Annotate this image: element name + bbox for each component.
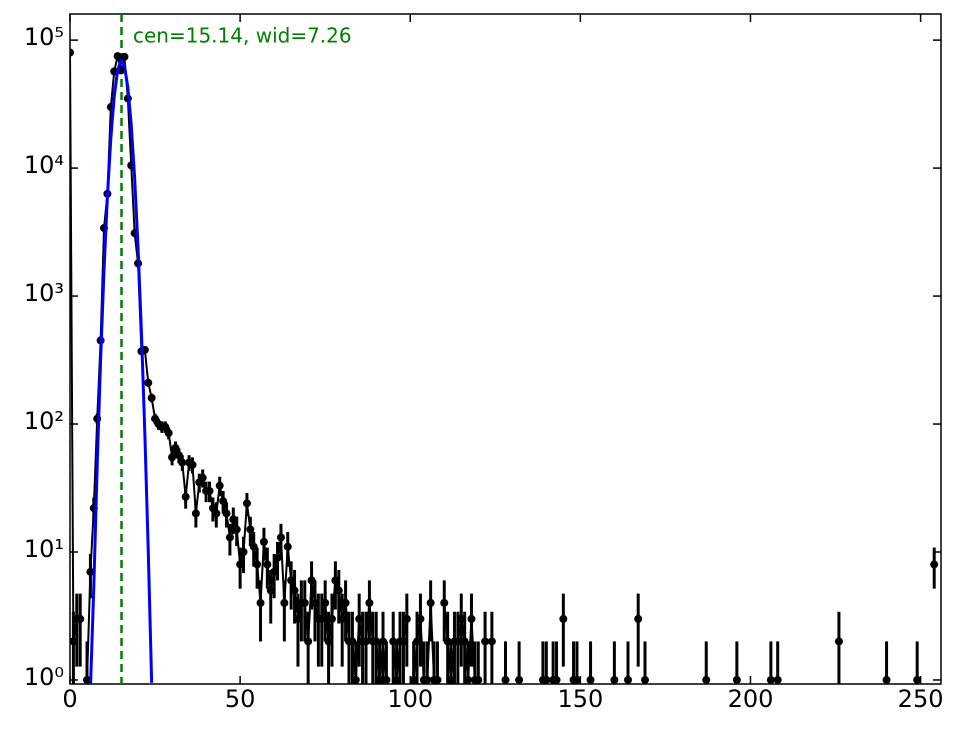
data-point <box>702 675 711 684</box>
y-tick-label: 10¹ <box>24 535 64 563</box>
annotation: cen=15.14, wid=7.26 <box>133 24 352 48</box>
data-point <box>178 458 187 467</box>
data-point <box>164 429 173 438</box>
data-point <box>766 675 775 684</box>
data-point <box>290 586 299 595</box>
data-point <box>76 614 85 623</box>
data-point <box>215 481 224 490</box>
data-point <box>276 533 285 542</box>
data-point <box>341 598 350 607</box>
data-point <box>515 675 524 684</box>
data-point <box>732 675 741 684</box>
data-point <box>263 560 272 569</box>
data-point <box>83 675 92 684</box>
data-point <box>304 637 313 646</box>
data-point <box>246 525 255 534</box>
data-point <box>242 499 251 508</box>
data-point <box>552 675 561 684</box>
x-tick-label: 50 <box>225 685 256 713</box>
data-point <box>634 614 643 623</box>
plot-area <box>70 14 939 684</box>
y-tick-label: 10⁵ <box>24 23 64 51</box>
data-point <box>147 393 156 402</box>
data-point <box>440 598 449 607</box>
data-point <box>467 614 476 623</box>
data-point <box>259 537 268 546</box>
data-point <box>191 509 200 518</box>
data-point <box>610 675 619 684</box>
data-point <box>120 52 129 61</box>
plot-frame <box>69 13 942 685</box>
y-tick-label: 10² <box>24 407 64 435</box>
data-point <box>188 460 197 469</box>
data-point <box>253 560 262 569</box>
data-point <box>913 675 922 684</box>
data-point <box>426 598 435 607</box>
x-tick-label: 100 <box>387 685 433 713</box>
fit-line <box>89 58 154 684</box>
data-point <box>351 675 360 684</box>
data-point <box>501 675 510 684</box>
data-point <box>433 675 442 684</box>
x-tick-label: 250 <box>898 685 944 713</box>
data-point <box>300 598 309 607</box>
data-point <box>256 598 265 607</box>
data-point <box>834 637 843 646</box>
y-tick-label: 10⁰ <box>24 663 64 691</box>
data-point <box>572 675 581 684</box>
axes: 0 50 100 150 200 250 10⁰ 10¹ 10² 10³ 10⁴ 10⁵ <box>24 14 944 713</box>
data-point <box>402 614 411 623</box>
data-point <box>283 542 292 551</box>
data-point <box>181 492 190 501</box>
data-point <box>416 614 425 623</box>
data-point <box>930 560 939 569</box>
data-point <box>542 675 551 684</box>
data-point <box>640 675 649 684</box>
data-point <box>559 614 568 623</box>
data-point <box>280 598 289 607</box>
data-point <box>86 567 95 576</box>
data-point <box>773 675 782 684</box>
data-point <box>334 586 343 595</box>
x-tick-label: 200 <box>728 685 774 713</box>
data-point <box>144 378 153 387</box>
data-point <box>198 473 207 482</box>
data-point <box>232 525 241 534</box>
x-tick-label: 150 <box>557 685 603 713</box>
data-point <box>382 675 391 684</box>
data-point <box>212 509 221 518</box>
data-point <box>222 509 231 518</box>
data-point <box>327 614 336 623</box>
data-point <box>239 547 248 556</box>
data-point <box>423 675 432 684</box>
data-point <box>321 598 330 607</box>
data-point <box>882 675 891 684</box>
data-point <box>474 675 483 684</box>
data-point <box>205 486 214 495</box>
data-point <box>481 637 490 646</box>
data-point <box>623 675 632 684</box>
x-tick-label: 0 <box>62 685 77 713</box>
y-tick-label: 10⁴ <box>24 151 64 179</box>
data-point <box>365 598 374 607</box>
data-point <box>113 52 122 61</box>
data-point <box>586 675 595 684</box>
data-point <box>273 553 282 562</box>
data-point <box>70 48 74 57</box>
data-point <box>464 675 473 684</box>
y-tick-label: 10³ <box>24 279 64 307</box>
data-point <box>225 533 234 542</box>
data-point <box>487 637 496 646</box>
